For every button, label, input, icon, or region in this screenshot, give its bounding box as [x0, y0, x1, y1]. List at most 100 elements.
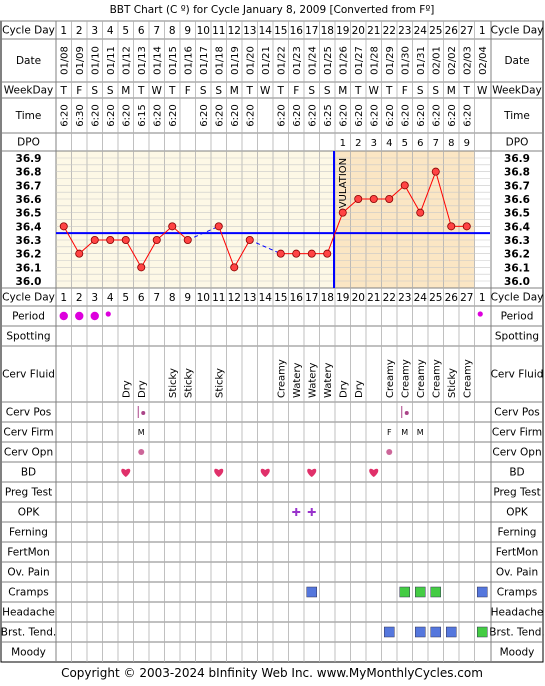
- temp-point: [400, 181, 409, 190]
- y-tick-right: 36.3: [504, 235, 530, 247]
- cramps-square: [430, 586, 441, 598]
- date-label: 02/04: [478, 46, 489, 75]
- date-label: 01/18: [214, 46, 225, 75]
- dpo-label: 4: [386, 138, 392, 149]
- time-label: 6:20: [416, 104, 427, 126]
- row-label-left-weekday: WeekDay: [4, 85, 54, 97]
- dpo-label: 8: [448, 138, 454, 149]
- weekday-label: M: [230, 85, 239, 97]
- weekday-label: T: [385, 85, 393, 97]
- cycle-day-label: 24: [414, 25, 428, 37]
- cerv-pos-dot: [141, 411, 146, 415]
- row-label-right-cerv_firm: Cerv Firm: [492, 427, 542, 439]
- date-label: 01/10: [90, 46, 101, 75]
- temp-line-segment: [435, 171, 452, 227]
- y-tick-left: 36.5: [16, 208, 42, 220]
- weekday-label: S: [200, 85, 207, 97]
- cycle-day-label: 22: [383, 25, 396, 37]
- cerv-fluid-label: Sticky: [214, 368, 225, 398]
- y-tick-left: 36.9: [16, 153, 42, 165]
- cycle-day-label-bottom: 25: [429, 292, 442, 304]
- period-dot: [90, 311, 99, 321]
- date-label: 01/26: [338, 46, 349, 75]
- copyright-footer: Copyright © 2003-2024 bInfinity Web Inc.…: [61, 666, 483, 680]
- brst-tend-square: [477, 626, 488, 638]
- row-label-left-cerv_opn: Cerv Opn: [4, 447, 53, 459]
- row-label-right-cerv_opn: Cerv Opn: [492, 447, 541, 459]
- temp-point: [385, 194, 394, 203]
- y-tick-left: 36.2: [16, 249, 42, 261]
- brst-tend-square: [446, 626, 457, 638]
- y-tick-left: 36.7: [16, 180, 42, 192]
- cycle-day-label-bottom: 9: [184, 292, 191, 304]
- cycle-day-label-bottom: 15: [274, 292, 287, 304]
- date-label: 01/13: [137, 46, 148, 75]
- time-label: 6:20: [121, 104, 132, 126]
- row-label-right-cycle_day: Cycle Day: [491, 25, 544, 37]
- row-label-right-time: Time: [503, 110, 530, 122]
- bd-heart: [369, 468, 379, 477]
- cycle-day-label: 13: [243, 25, 256, 37]
- cerv-fluid-label: Creamy: [400, 359, 411, 398]
- cycle-day-label: 14: [259, 25, 273, 37]
- temp-point: [214, 222, 223, 231]
- time-label: 6:20: [168, 104, 179, 126]
- date-label: 02/03: [462, 46, 473, 75]
- cycle-day-label-bottom: 6: [138, 292, 145, 304]
- temp-point: [90, 235, 99, 244]
- dpo-label: 5: [402, 138, 408, 149]
- brst-tend-square: [415, 626, 426, 638]
- time-label: 6:20: [90, 104, 101, 126]
- cycle-day-label: 10: [197, 25, 210, 37]
- weekday-label: S: [215, 85, 222, 97]
- time-label: 6:20: [385, 104, 396, 126]
- temp-point: [276, 249, 285, 258]
- weekday-label: T: [60, 85, 68, 97]
- row-label-left-date: Date: [16, 55, 41, 67]
- brst-tend-square: [430, 626, 441, 638]
- bd-heart: [260, 468, 270, 477]
- cerv-fluid-label: Dry: [354, 380, 365, 398]
- temp-point: [462, 222, 471, 231]
- date-label: 01/21: [261, 46, 272, 75]
- cycle-day-label: 9: [184, 25, 191, 37]
- time-label: 6:20: [447, 104, 458, 126]
- time-label: 6:20: [59, 104, 70, 126]
- temp-point: [447, 222, 456, 231]
- chart-title: BBT Chart (C º) for Cycle January 8, 200…: [110, 4, 435, 16]
- weekday-label: T: [354, 85, 362, 97]
- cramps-square: [415, 586, 426, 598]
- row-label-left-time: Time: [15, 110, 42, 122]
- cycle-day-label: 5: [122, 25, 129, 37]
- weekday-label: S: [417, 85, 424, 97]
- cycle-day-label-bottom: 16: [290, 292, 304, 304]
- row-label-right-moody: Moody: [500, 647, 535, 659]
- cerv-pos-dot: [404, 411, 409, 415]
- y-tick-right: 36.5: [504, 208, 530, 220]
- cycle-day-label: 20: [352, 25, 365, 37]
- cycle-day-label: 4: [107, 25, 114, 37]
- date-label: 01/14: [152, 46, 163, 75]
- cycle-day-label-bottom: 27: [460, 292, 473, 304]
- row-label-left-brst_tend: Brst. Tend.: [1, 627, 57, 639]
- time-label: 6:25: [323, 104, 334, 126]
- time-label: 6:20: [369, 104, 380, 126]
- cerv-fluid-label: Sticky: [168, 368, 179, 398]
- row-label-left-moody: Moody: [11, 647, 46, 659]
- date-label: 01/22: [276, 46, 287, 75]
- row-label-left-period: Period: [12, 311, 45, 323]
- cerv-fluid-label: Watery: [292, 362, 303, 398]
- cerv-fluid-label: Creamy: [276, 359, 287, 398]
- row-label-left-spotting: Spotting: [6, 331, 50, 343]
- cycle-day-label: 25: [429, 25, 442, 37]
- row-label-right-bd: BD: [509, 467, 524, 479]
- weekday-label: T: [137, 85, 145, 97]
- temp-point: [416, 208, 425, 217]
- date-label: 01/23: [292, 46, 303, 75]
- temp-point: [230, 263, 239, 272]
- cycle-day-label-bottom: 13: [243, 292, 256, 304]
- cramps-square: [399, 586, 410, 598]
- time-label: 6:20: [338, 104, 349, 126]
- y-tick-right: 36.0: [504, 276, 530, 288]
